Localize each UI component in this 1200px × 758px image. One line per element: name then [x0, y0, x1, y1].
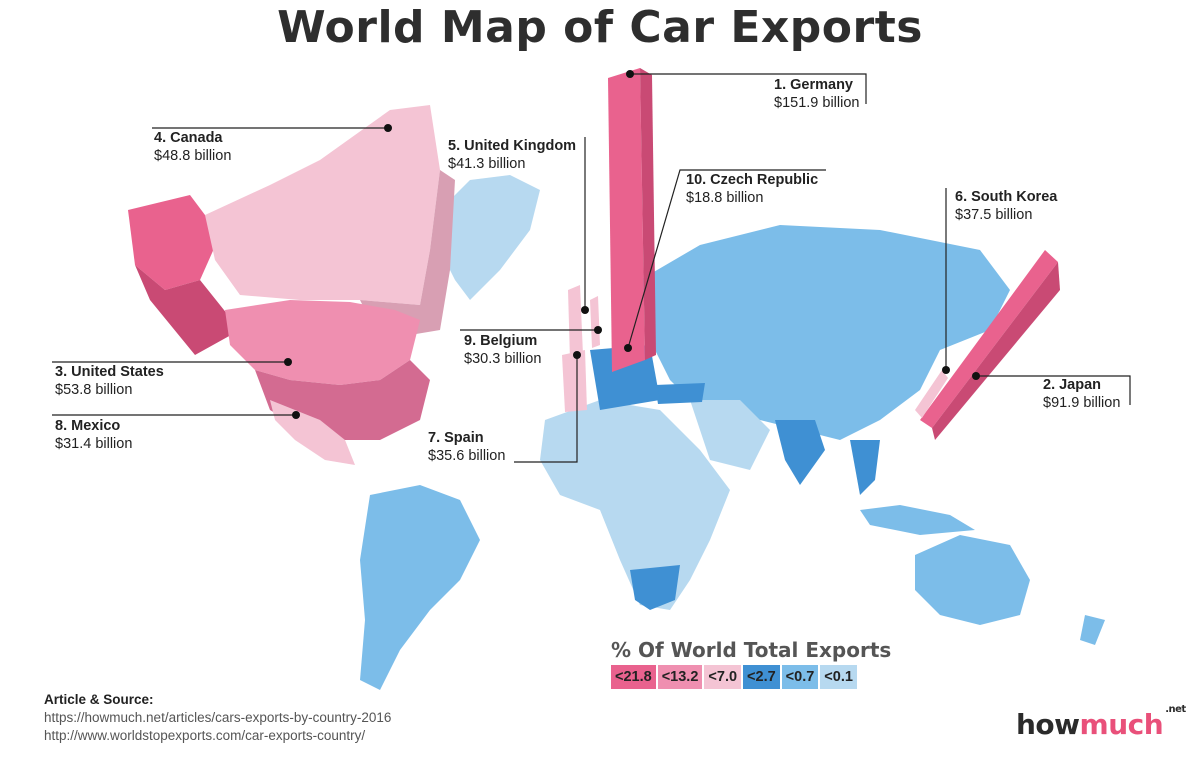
- south-korea-column: [915, 370, 948, 418]
- label-japan-value: $91.9 billion: [1043, 395, 1121, 411]
- label-czech-republic-value: $18.8 billion: [686, 190, 764, 206]
- label-spain-value: $35.6 billion: [428, 448, 506, 464]
- legend-item: <21.8: [611, 665, 656, 689]
- source-link[interactable]: http://www.worldstopexports.com/car-expo…: [44, 728, 366, 743]
- label-mexico: 8. Mexico $31.4 billion: [55, 417, 132, 453]
- label-mexico-name: 8. Mexico: [55, 418, 121, 434]
- japan-column-side: [932, 262, 1060, 440]
- label-south-korea: 6. South Korea $37.5 billion: [955, 188, 1057, 224]
- asia-shape: [640, 225, 1010, 440]
- label-spain-name: 7. Spain: [428, 430, 484, 446]
- japan-leader: [976, 375, 1131, 405]
- canada-dot: [384, 124, 392, 132]
- united-states-shape: [225, 300, 420, 385]
- source-block: Article & Source: https://howmuch.net/ar…: [44, 691, 391, 745]
- canada-extrusion: [360, 170, 455, 340]
- spain-column: [562, 350, 587, 412]
- label-japan: 2. Japan $91.9 billion: [1043, 376, 1120, 412]
- japan-dot: [972, 372, 980, 380]
- india-shape: [775, 420, 825, 485]
- new-zealand-shape: [1080, 615, 1105, 645]
- canada-shape: [205, 105, 440, 305]
- legend-title: % Of World Total Exports: [611, 638, 892, 662]
- label-united-states: 3. United States $53.8 billion: [55, 363, 164, 399]
- united-kingdom-column: [568, 285, 583, 360]
- howmuch-logo[interactable]: howmuch .net: [1016, 704, 1186, 741]
- germany-column-side: [640, 68, 656, 360]
- source-link[interactable]: https://howmuch.net/articles/cars-export…: [44, 710, 392, 725]
- leader-lines: [52, 73, 1131, 463]
- africa-shape: [540, 400, 730, 610]
- germany-dot: [626, 70, 634, 78]
- source-title: Article & Source:: [44, 692, 154, 707]
- asia-columns: [915, 250, 1060, 440]
- label-czech-republic: 10. Czech Republic $18.8 billion: [686, 171, 818, 207]
- label-spain: 7. Spain $35.6 billion: [428, 429, 505, 465]
- label-united-kingdom-value: $41.3 billion: [448, 156, 526, 172]
- spain-dot: [573, 351, 581, 359]
- label-canada: 4. Canada $48.8 billion: [154, 129, 231, 165]
- label-united-states-name: 3. United States: [55, 364, 164, 380]
- belgium-dot: [594, 326, 602, 334]
- germany-column: [608, 68, 645, 372]
- label-south-korea-name: 6. South Korea: [955, 189, 1058, 205]
- label-czech-republic-name: 10. Czech Republic: [686, 172, 819, 188]
- south-africa-shape: [630, 565, 680, 610]
- legend-item: <0.1: [820, 665, 857, 689]
- europe-columns: [562, 68, 660, 412]
- united-kingdom-dot: [581, 306, 589, 314]
- legend-item: <7.0: [704, 665, 742, 689]
- logo-accent: much: [1079, 708, 1164, 741]
- southeast-asia-shape: [850, 440, 880, 495]
- spain-leader: [514, 355, 578, 463]
- map-title: World Map of Car Exports: [277, 2, 923, 53]
- alaska-shape: [128, 195, 220, 290]
- label-belgium: 9. Belgium $30.3 billion: [464, 332, 541, 368]
- label-japan-name: 2. Japan: [1043, 377, 1102, 393]
- logo-suffix: .net: [1165, 703, 1186, 715]
- label-south-korea-value: $37.5 billion: [955, 207, 1033, 223]
- label-united-kingdom-name: 5. United Kingdom: [448, 138, 577, 154]
- indonesia-shape: [860, 505, 975, 535]
- belgium-column: [590, 296, 600, 348]
- logo-main: how: [1016, 708, 1080, 741]
- czech-republic-dot: [624, 344, 632, 352]
- label-belgium-name: 9. Belgium: [464, 333, 538, 349]
- label-germany-name: 1. Germany: [774, 77, 853, 93]
- turkey-shape: [655, 383, 705, 404]
- label-united-states-value: $53.8 billion: [55, 382, 133, 398]
- leader-dots: [284, 70, 980, 419]
- australia-shape: [915, 535, 1030, 625]
- label-belgium-value: $30.3 billion: [464, 351, 542, 367]
- united-states-dot: [284, 358, 292, 366]
- north-america-columns: [128, 105, 455, 465]
- south-korea-dot: [942, 366, 950, 374]
- japan-column: [920, 250, 1058, 428]
- label-mexico-value: $31.4 billion: [55, 436, 133, 452]
- germany-leader: [630, 73, 867, 104]
- label-germany-value: $151.9 billion: [774, 95, 860, 111]
- mexico-dot: [292, 411, 300, 419]
- label-canada-value: $48.8 billion: [154, 148, 232, 164]
- legend-item: <0.7: [781, 665, 819, 689]
- legend: <21.8 <13.2 <7.0 <2.7 <0.7 <0.1: [611, 665, 857, 689]
- label-united-kingdom: 5. United Kingdom $41.3 billion: [448, 137, 576, 173]
- europe-blue-block: [590, 345, 660, 410]
- label-canada-name: 4. Canada: [154, 130, 223, 146]
- middle-east-shape: [690, 400, 770, 470]
- czech-republic-leader: [627, 169, 826, 349]
- legend-item: <2.7: [743, 665, 780, 689]
- legend-item: <13.2: [657, 665, 703, 689]
- greenland-shape: [435, 175, 540, 300]
- south-america-shape: [360, 485, 480, 690]
- mexico-shape: [270, 400, 355, 465]
- landmass-base: [360, 175, 1105, 690]
- alaska-extrusion: [135, 265, 240, 355]
- label-germany: 1. Germany $151.9 billion: [774, 76, 859, 112]
